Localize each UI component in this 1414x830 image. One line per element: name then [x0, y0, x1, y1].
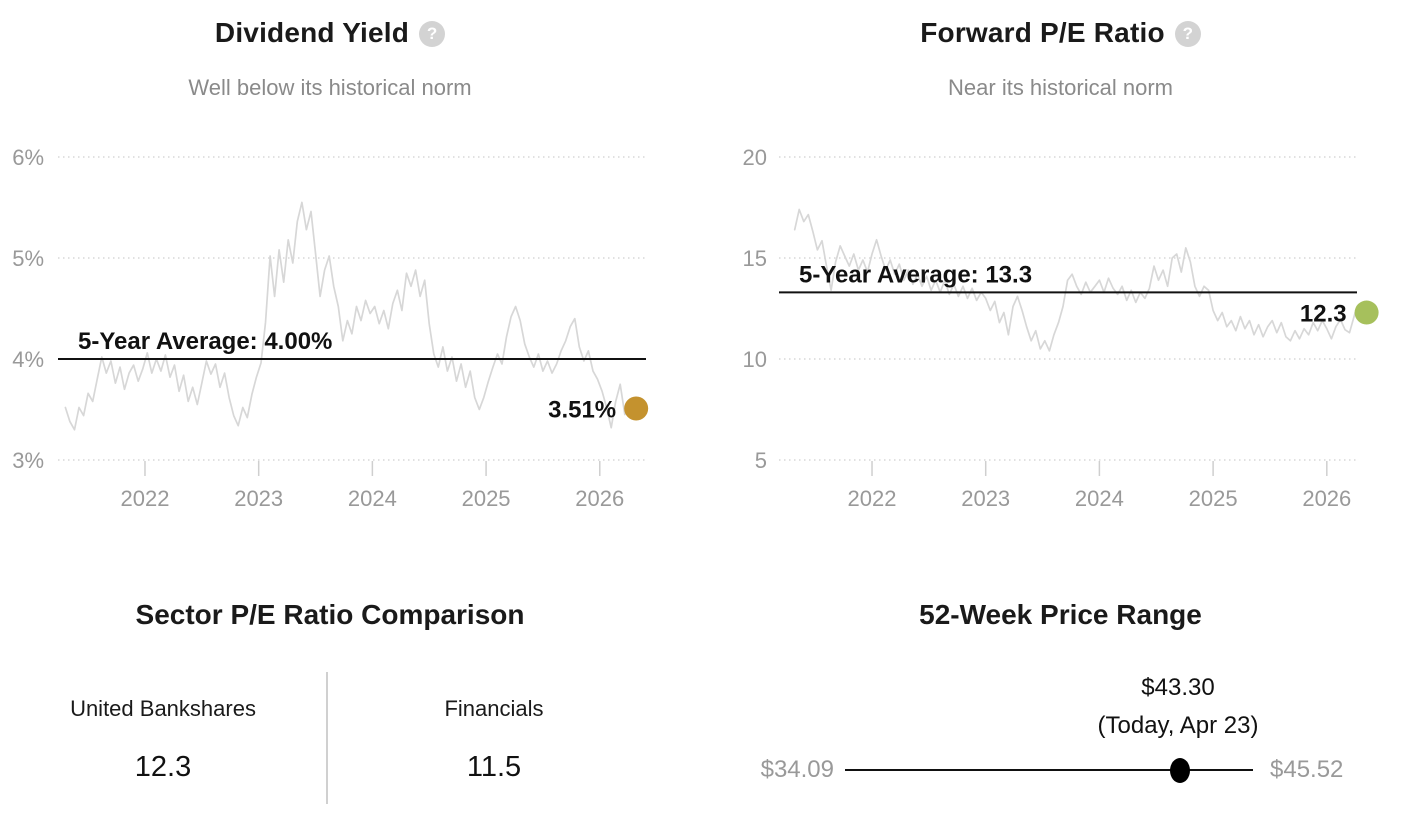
y-axis-label: 5 — [755, 448, 767, 473]
range-high-label: $45.52 — [1270, 756, 1344, 783]
help-icon[interactable]: ? — [1174, 21, 1201, 47]
x-axis-label: 2022 — [121, 486, 170, 511]
y-axis-label: 3% — [12, 448, 44, 473]
x-axis-label: 2024 — [1075, 486, 1124, 511]
sector-comparison-block: Sector P/E Ratio Comparison United Banks… — [0, 598, 660, 804]
x-axis-label: 2023 — [234, 486, 283, 511]
x-axis-label: 2022 — [848, 486, 897, 511]
price-range-title: 52-Week Price Range — [919, 599, 1202, 630]
range-handle[interactable] — [1170, 758, 1190, 783]
forward-pe-header: Forward P/E Ratio ? Near its historical … — [707, 0, 1414, 102]
comparison-row: United Bankshares 12.3 Financials 11.5 — [0, 672, 660, 804]
forward-pe-panel: Forward P/E Ratio ? Near its historical … — [707, 0, 1414, 580]
forward-pe-chart: 20 15 10 5 2022 2023 2024 2025 2026 5-Year Averag… — [743, 145, 1379, 511]
current-price-label: $43.30 — [1141, 674, 1215, 701]
price-range-panel: 52-Week Price Range $43.30 (Today, Apr 2… — [707, 580, 1414, 830]
x-axis-label: 2023 — [961, 486, 1010, 511]
sector-pe-comparison-panel: Sector P/E Ratio Comparison United Banks… — [0, 580, 707, 830]
question-mark-glyph: ? — [426, 24, 438, 43]
x-axis-label: 2024 — [348, 486, 397, 511]
y-axis-label: 6% — [12, 145, 44, 170]
dividend-yield-chart: 6% 5% 4% 3% 2022 2023 2024 2025 2026 5-Year Avera… — [12, 145, 649, 511]
x-axis-label: 2026 — [575, 486, 624, 511]
united-bankshares-value: 12.3 — [134, 751, 192, 783]
united-bankshares-label: United Bankshares — [70, 696, 256, 721]
dividend-yield-header: Dividend Yield ? Well below its historic… — [0, 0, 660, 102]
x-axis-label: 2025 — [1189, 486, 1238, 511]
dividend-yield-panel: Dividend Yield ? Well below its historic… — [0, 0, 707, 580]
help-icon[interactable]: ? — [419, 21, 446, 47]
current-value-label: 3.51% — [548, 396, 616, 423]
financials-label: Financials — [444, 696, 544, 721]
vertical-divider — [326, 672, 329, 804]
current-price-date: (Today, Apr 23) — [1097, 712, 1259, 739]
range-track — [845, 769, 1253, 771]
dividend-yield-series-line — [64, 201, 630, 431]
dividend-yield-subtitle: Well below its historical norm — [188, 75, 472, 100]
x-axis-label: 2026 — [1302, 486, 1351, 511]
y-axis-label: 5% — [12, 246, 44, 271]
current-value-dot — [624, 396, 649, 421]
current-value-label: 12.3 — [1300, 301, 1347, 328]
forward-pe-title: Forward P/E Ratio — [920, 17, 1165, 48]
current-value-dot — [1354, 300, 1379, 325]
financials-cell: Financials 11.5 — [328, 672, 660, 804]
average-label: 5-Year Average: 4.00% — [78, 328, 332, 355]
y-axis-label: 10 — [743, 347, 767, 372]
average-label: 5-Year Average: 13.3 — [799, 261, 1032, 288]
y-axis-label: 4% — [12, 347, 44, 372]
y-axis-label: 20 — [743, 145, 767, 170]
forward-pe-subtitle: Near its historical norm — [948, 75, 1173, 100]
sector-comparison-title: Sector P/E Ratio Comparison — [135, 599, 525, 630]
y-axis-label: 15 — [743, 246, 767, 271]
dividend-yield-title: Dividend Yield — [214, 17, 410, 48]
x-axis-label: 2025 — [462, 486, 511, 511]
range-low-label: $34.09 — [760, 756, 834, 783]
forward-pe-series-line — [793, 208, 1357, 352]
question-mark-glyph: ? — [1182, 24, 1193, 43]
financials-value: 11.5 — [466, 751, 522, 783]
united-bankshares-cell: United Bankshares 12.3 — [0, 672, 326, 804]
